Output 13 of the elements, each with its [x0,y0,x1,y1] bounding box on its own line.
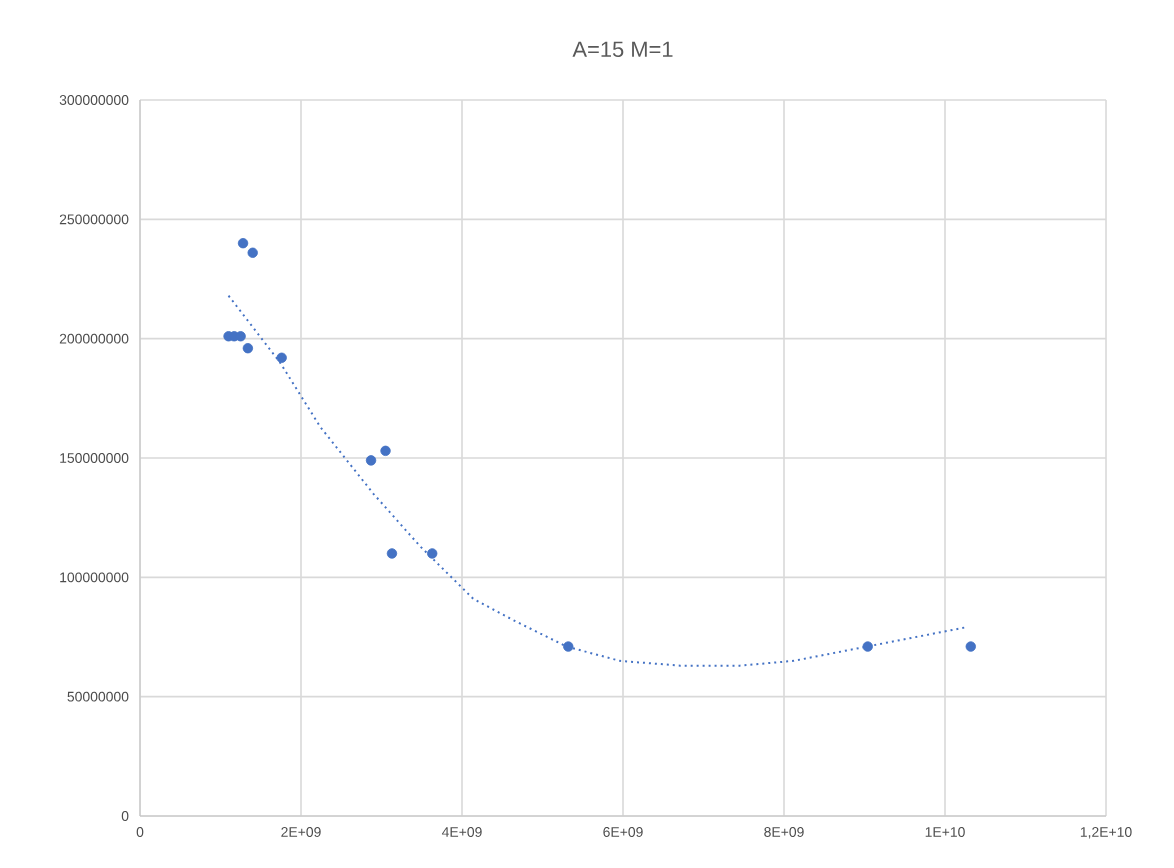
point [242,343,254,354]
chart-title: A=15 M=1 [572,41,673,57]
point [427,548,438,559]
point [965,641,976,652]
point [380,445,391,457]
point [563,641,574,652]
point [365,455,377,466]
point [386,548,398,559]
point [862,641,873,652]
point [237,238,249,249]
point [247,247,258,258]
line-series [227,294,967,667]
point [276,352,287,363]
